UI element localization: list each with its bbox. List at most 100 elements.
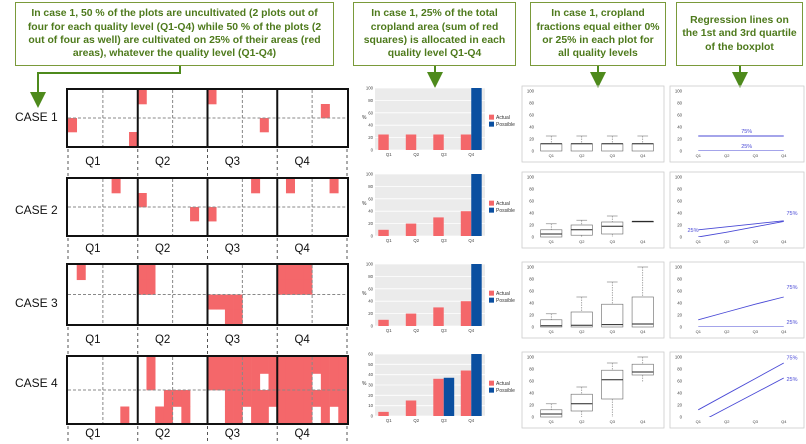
callout-regression-text: Regression lines on the 1st and 3rd quar…	[682, 15, 797, 53]
cropland-cell	[137, 193, 147, 208]
cropland-cell	[120, 406, 130, 423]
bar-actual	[405, 313, 417, 326]
plot-grid-case-3	[66, 263, 349, 326]
y-tick-label: 0	[680, 149, 683, 154]
callout-boxplot: In case 1, cropland fractions equal eith…	[530, 2, 666, 66]
x-tick-label: Q1	[386, 238, 392, 243]
bar-actual	[433, 134, 444, 150]
cropland-cell	[285, 390, 295, 407]
y-tick-label: 100	[366, 262, 374, 267]
legend-swatch-actual	[489, 290, 494, 296]
cropland-cell	[181, 390, 191, 407]
bar-possible	[471, 264, 482, 326]
cropland-cell	[233, 357, 243, 374]
x-tick-label: Q4	[468, 238, 474, 243]
x-tick-label: Q4	[781, 329, 787, 334]
regression-line	[698, 220, 784, 231]
legend-swatch-possible	[489, 297, 494, 303]
x-tick-label: Q4	[468, 328, 474, 333]
box	[540, 409, 563, 418]
cropland-cell	[277, 357, 287, 374]
cropland-cell	[207, 357, 217, 374]
x-tick-label: Q1	[696, 419, 702, 424]
y-tick-label: 60	[368, 352, 373, 357]
x-tick-label: Q3	[753, 419, 759, 424]
x-tick-label: Q2	[724, 153, 730, 158]
box	[601, 221, 624, 235]
y-tick-label: 30	[368, 383, 373, 388]
y-tick-label: 20	[368, 221, 373, 226]
cropland-cell	[224, 357, 234, 374]
y-axis-label: %	[362, 291, 367, 297]
cropland-cell	[207, 373, 217, 391]
bar-actual	[378, 134, 389, 150]
cropland-cell	[312, 390, 322, 407]
x-tick-label: Q1	[549, 329, 555, 334]
x-tick-label: Q1	[549, 239, 555, 244]
cropland-cell	[294, 279, 304, 295]
legend-swatch-actual	[489, 114, 494, 120]
y-tick-label: 40	[677, 391, 682, 396]
bar-actual	[378, 229, 389, 236]
y-tick-label: 60	[368, 286, 373, 291]
cropland-cell	[233, 406, 243, 423]
cropland-cell	[338, 406, 347, 423]
callout-barchart: In case 1, 25% of the total cropland are…	[353, 2, 516, 66]
quality-label-q2: Q2	[154, 427, 171, 440]
cropland-cell	[137, 90, 147, 105]
callout-regression: Regression lines on the 1st and 3rd quar…	[676, 2, 803, 66]
y-tick-label: 20	[677, 137, 682, 142]
callout-plots: In case 1, 50 % of the plots are unculti…	[15, 2, 334, 66]
y-tick-label: 40	[529, 301, 534, 306]
cropland-cell	[242, 357, 252, 374]
y-tick-label: 100	[527, 265, 535, 270]
x-tick-label: Q1	[696, 329, 702, 334]
quality-label-q2: Q2	[154, 243, 171, 255]
cropland-cell	[294, 357, 304, 374]
y-tick-label: 100	[675, 89, 683, 94]
cropland-cell	[320, 357, 330, 374]
cropland-cell	[224, 373, 234, 391]
x-tick-label: Q4	[468, 418, 474, 423]
legend-label-actual: Actual	[496, 291, 510, 297]
cropland-cell	[294, 373, 304, 391]
y-tick-label: 100	[527, 355, 535, 360]
box	[631, 143, 654, 152]
y-tick-label: 60	[368, 196, 373, 201]
plot-grid-case-1	[66, 88, 349, 148]
x-tick-label: Q2	[724, 419, 730, 424]
y-tick-label: 80	[677, 277, 682, 282]
regression-label: 75%	[741, 129, 752, 135]
y-tick-label: 100	[527, 89, 535, 94]
y-tick-label: 0	[371, 148, 374, 153]
x-tick-label: Q1	[386, 328, 392, 333]
cropland-cell	[303, 373, 313, 391]
x-tick-label: Q3	[753, 329, 759, 334]
cropland-cell	[320, 406, 330, 423]
x-tick-label: Q4	[640, 239, 646, 244]
bar-actual	[405, 134, 417, 150]
cropland-cell	[68, 118, 78, 133]
cropland-cell	[224, 390, 234, 407]
cropland-cell	[163, 390, 173, 407]
bar-possible	[471, 354, 482, 416]
case-label-1: CASE 1	[15, 110, 58, 124]
legend-label-possible: Possible	[496, 388, 515, 394]
cropland-cell	[172, 390, 182, 407]
cropland-cell	[268, 357, 278, 374]
cropland-cell	[216, 357, 226, 374]
y-tick-label: 40	[529, 125, 534, 130]
regression-line	[698, 296, 784, 321]
y-tick-label: 0	[532, 235, 535, 240]
x-tick-label: Q3	[610, 239, 616, 244]
cropland-cell	[338, 357, 347, 374]
cropland-cell	[233, 373, 243, 391]
quality-label-q4: Q4	[294, 155, 310, 168]
x-tick-label: Q2	[579, 239, 585, 244]
cropland-cell	[251, 179, 261, 194]
y-tick-label: 20	[529, 137, 534, 142]
legend-label-possible: Possible	[496, 208, 515, 214]
quality-separators	[67, 149, 348, 443]
cropland-cell	[259, 406, 269, 423]
